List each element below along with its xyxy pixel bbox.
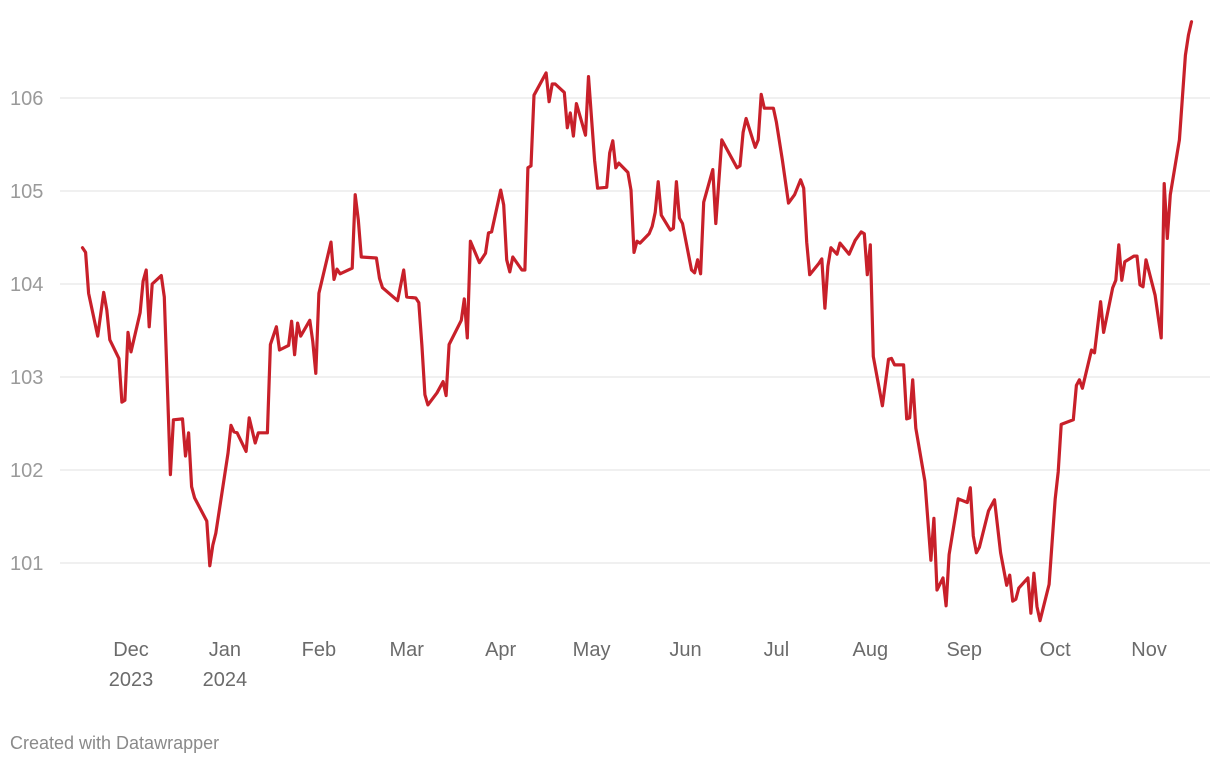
y-tick-label: 101 <box>10 553 43 575</box>
x-tick-label: May <box>573 639 611 661</box>
x-tick-label: Nov <box>1131 639 1167 661</box>
x-tick-label: Sep <box>946 639 982 661</box>
y-tick-label: 105 <box>10 181 43 203</box>
x-tick-label: Jan <box>209 639 241 661</box>
y-tick-label: 103 <box>10 367 43 389</box>
x-tick-label: Oct <box>1040 639 1072 661</box>
x-tick-label: Aug <box>853 639 889 661</box>
y-tick-label: 104 <box>10 274 43 296</box>
x-tick-label: Mar <box>390 639 425 661</box>
y-axis-labels: 101 102 103 104 105 106 <box>10 88 43 575</box>
x-tick-year-label: 2024 <box>203 669 248 691</box>
y-tick-label: 102 <box>10 460 43 482</box>
y-tick-label: 106 <box>10 88 43 110</box>
x-tick-label: Feb <box>302 639 336 661</box>
x-axis-labels: Dec 2023 Jan 2024 Feb Mar Apr May Jun Jul Aug Sep Oc… <box>109 639 1167 691</box>
x-tick-label: Jul <box>764 639 790 661</box>
gridlines <box>60 97 1210 564</box>
x-tick-label: Dec <box>113 639 149 661</box>
series-line <box>80 20 1194 623</box>
x-tick-label: Jun <box>669 639 701 661</box>
series-layer <box>80 20 1194 623</box>
x-tick-label: Apr <box>485 639 516 661</box>
datawrapper-credit[interactable]: Created with Datawrapper <box>10 733 220 753</box>
x-tick-year-label: 2023 <box>109 669 154 691</box>
